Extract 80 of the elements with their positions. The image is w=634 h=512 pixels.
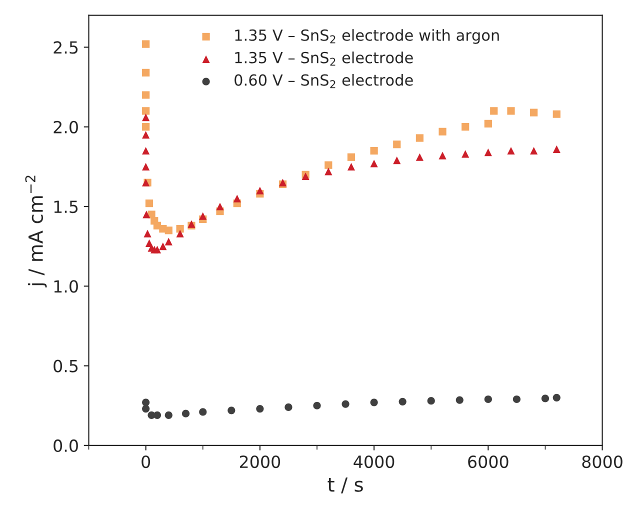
point: [182, 410, 190, 418]
point: [393, 156, 401, 164]
x-tick-label: 8000: [582, 455, 622, 468]
legend-label: 0.60 V – SnS$_{2}$ electrode: [234, 74, 413, 88]
point: [342, 400, 350, 408]
point: [142, 91, 150, 99]
x-axis-title: t / s: [328, 477, 363, 494]
point: [153, 411, 162, 419]
point: [256, 405, 264, 413]
point: [416, 153, 424, 161]
point: [142, 146, 150, 155]
point: [144, 230, 152, 238]
point: [398, 398, 406, 406]
point: [484, 148, 492, 156]
point: [427, 397, 435, 405]
y-tick-label: 2.5: [54, 41, 78, 54]
point: [416, 134, 424, 142]
point: [438, 128, 446, 136]
point: [324, 161, 332, 169]
point: [507, 107, 515, 115]
point: [507, 146, 515, 155]
point: [142, 40, 150, 48]
point: [484, 395, 492, 404]
point: [552, 110, 560, 118]
point: [228, 406, 236, 414]
legend-label: 1.35 V – SnS$_{2}$ electrode: [235, 52, 413, 66]
point: [256, 186, 264, 194]
x-tick-label: 2000: [240, 455, 280, 468]
point: [142, 162, 150, 170]
point: [216, 202, 224, 210]
y-axis-title: j / mA cm$^{−2}$: [25, 176, 47, 288]
point: [199, 212, 207, 220]
point: [456, 396, 464, 404]
point: [145, 200, 154, 208]
point: [142, 131, 150, 139]
point: [324, 168, 332, 176]
point: [142, 398, 150, 406]
point: [284, 403, 292, 412]
point: [512, 395, 521, 404]
point: [530, 108, 538, 116]
y-tick-label: 1.5: [54, 200, 78, 214]
point: [370, 146, 378, 155]
y-tick-label: 0.5: [54, 360, 78, 372]
point: [176, 230, 184, 238]
y-tick-label: 0.0: [54, 439, 78, 452]
legend-label: 1.35 V – SnS$_{2}$ electrode with argon: [235, 29, 499, 44]
point: [462, 123, 470, 131]
point: [164, 226, 172, 234]
point: [142, 114, 150, 122]
x-tick-label: 6000: [468, 455, 508, 468]
y-tick-label: 2.0: [54, 120, 78, 134]
point: [462, 150, 470, 158]
point: [370, 398, 378, 406]
point: [370, 160, 378, 168]
point: [233, 194, 241, 202]
point: [393, 140, 401, 148]
point: [142, 107, 150, 115]
point: [142, 405, 150, 413]
point: [164, 411, 172, 419]
point: [142, 68, 150, 77]
point: [153, 246, 162, 254]
point: [490, 107, 498, 115]
y-tick-label: 1.0: [54, 280, 78, 293]
point: [176, 225, 184, 233]
x-tick-label: 0: [142, 455, 150, 468]
point: [484, 120, 492, 128]
point: [552, 145, 560, 153]
point: [552, 394, 560, 402]
point: [347, 162, 356, 170]
point: [347, 153, 356, 161]
point: [313, 402, 321, 410]
point: [142, 123, 150, 131]
point: [541, 394, 550, 402]
point: [142, 210, 150, 218]
point: [438, 152, 446, 160]
point: [164, 238, 172, 246]
point: [199, 408, 207, 416]
point: [530, 146, 538, 155]
point: [159, 242, 167, 250]
x-tick-label: 4000: [354, 455, 394, 468]
